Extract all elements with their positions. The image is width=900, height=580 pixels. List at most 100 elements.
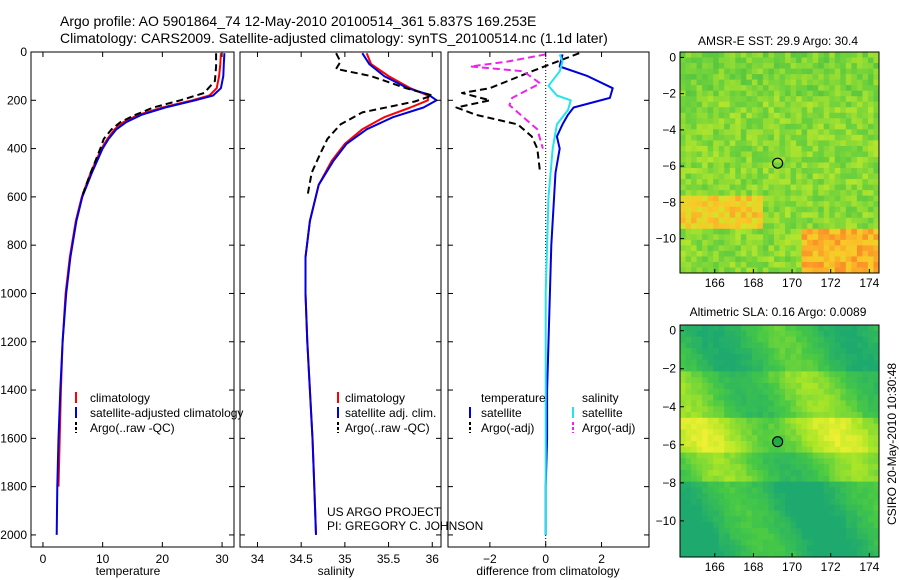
sla-heatmap-cell — [801, 359, 808, 366]
sst-heatmap-cell — [779, 112, 786, 119]
sla-heatmap-cell — [867, 377, 874, 384]
sla-heatmap-cell — [796, 510, 803, 517]
sla-heatmap-cell — [773, 510, 780, 517]
sla-heatmap-cell — [751, 417, 758, 424]
sst-heatmap-cell — [696, 201, 703, 208]
sst-heatmap-cell — [713, 123, 720, 130]
sla-heatmap-cell — [735, 423, 742, 430]
sla-heatmap-cell — [807, 365, 814, 372]
sst-heatmap-cell — [834, 68, 841, 75]
sst-heatmap-cell — [834, 90, 841, 97]
sst-heatmap-cell — [785, 245, 791, 252]
sla-heatmap-cell — [845, 371, 852, 378]
sla-heatmap-cell — [746, 394, 753, 401]
sst-heatmap-cell — [762, 223, 769, 230]
sla-heatmap-cell — [818, 354, 825, 361]
sla-heatmap-cell — [779, 551, 786, 558]
sst-heatmap-cell — [746, 85, 753, 92]
sla-heatmap-cell — [768, 504, 775, 511]
sst-heatmap-cell — [768, 96, 775, 103]
sla-heatmap-cell — [685, 493, 692, 500]
sla-heatmap-cell — [757, 400, 764, 407]
sla-heatmap-cell — [801, 481, 808, 488]
sla-heatmap-cell — [867, 504, 874, 511]
sst-heatmap-cell — [757, 85, 764, 92]
sla-heatmap-cell — [696, 499, 703, 506]
sla-heatmap-cell — [746, 510, 753, 517]
sla-heatmap-cell — [801, 330, 808, 337]
salinity-xlabel: salinity — [318, 564, 355, 578]
sla-heatmap-cell — [801, 342, 808, 349]
sla-heatmap-cell — [829, 429, 836, 436]
sst-heatmap-cell — [724, 212, 731, 219]
sst-heatmap-cell — [867, 206, 874, 213]
sst-heatmap-cell — [807, 151, 814, 158]
sst-heatmap-cell — [796, 145, 803, 152]
sla-heatmap-cell — [740, 417, 747, 424]
sst-heatmap-cell — [735, 123, 742, 130]
sla-heatmap-cell — [762, 475, 769, 482]
sla-heatmap-cell — [829, 394, 836, 401]
sla-heatmap-cell — [702, 441, 709, 448]
sla-heatmap-cell — [801, 336, 808, 343]
sla-heatmap-cell — [823, 493, 830, 500]
sst-heatmap-cell — [773, 190, 780, 197]
sla-heatmap-cell — [829, 325, 836, 332]
sst-heatmap-cell — [702, 267, 709, 274]
sst-heatmap-cell — [807, 63, 814, 69]
sst-heatmap-cell — [796, 217, 803, 224]
legend-label-sal-climatology: climatology — [345, 391, 405, 405]
sst-heatmap-cell — [751, 190, 758, 197]
sst-heatmap-cell — [746, 63, 753, 69]
difference-series-temperature-argo-adj — [455, 52, 580, 173]
sla-heatmap-cell — [685, 354, 692, 361]
sst-heatmap-cell — [713, 57, 720, 64]
sla-heatmap-cell — [807, 388, 814, 395]
sst-heatmap-cell — [785, 267, 791, 274]
temperature-legend: climatology satellite-adjusted climatolo… — [75, 391, 243, 435]
legend-label-sal-satellite: satellite adj. clim. — [345, 406, 436, 420]
sla-heatmap-cell — [768, 406, 775, 413]
sst-heatmap-cell — [867, 156, 874, 163]
sst-heatmap-cell — [702, 79, 709, 86]
sst-heatmap-cell — [768, 261, 775, 268]
sst-heatmap-cell — [779, 179, 786, 185]
sst-heatmap-cell — [840, 212, 847, 219]
sst-heatmap-cell — [823, 112, 830, 119]
sst-heatmap-cell — [862, 212, 869, 219]
sla-heatmap-cell — [845, 551, 852, 558]
sst-heatmap-cell — [812, 101, 819, 108]
sst-heatmap-cell — [740, 79, 747, 86]
sla-heatmap-cell — [702, 499, 709, 506]
sla-heatmap-cell — [801, 371, 808, 378]
sst-heatmap-cell — [796, 112, 803, 119]
salinity-xtick-label: 35 — [338, 552, 352, 566]
sla-heatmap-cell — [696, 359, 703, 366]
sst-heatmap-cell — [829, 228, 836, 235]
sst-heatmap-cell — [740, 129, 747, 136]
sst-heatmap-cell — [834, 101, 841, 108]
sla-heatmap-cell — [718, 388, 725, 395]
sla-heatmap-cell — [867, 435, 874, 442]
sla-heatmap-cell — [729, 493, 736, 500]
sst-heatmap-cell — [713, 206, 720, 213]
sst-heatmap-cell — [812, 212, 819, 219]
sla-heatmap-cell — [696, 383, 703, 390]
sst-heatmap-cell — [680, 68, 686, 75]
sla-heatmap-cell — [762, 342, 769, 349]
sst-heatmap-cell — [785, 112, 791, 119]
sla-heatmap-cell — [807, 325, 814, 332]
sst-heatmap-cell — [724, 79, 731, 86]
sla-heatmap-cell — [862, 342, 869, 349]
sst-heatmap-cell — [867, 63, 874, 69]
sla-heatmap-cell — [751, 377, 758, 384]
sla-heatmap-cell — [773, 342, 780, 349]
sla-heatmap-cell — [724, 551, 731, 558]
sla-heatmap-cell — [724, 435, 731, 442]
sla-heatmap-cell — [713, 470, 720, 477]
sla-heatmap-cell — [840, 545, 847, 552]
sst-heatmap-cell — [823, 145, 830, 152]
sla-heatmap-cell — [785, 377, 791, 384]
sst-heatmap-cell — [718, 140, 725, 147]
sst-heatmap-cell — [862, 129, 869, 136]
